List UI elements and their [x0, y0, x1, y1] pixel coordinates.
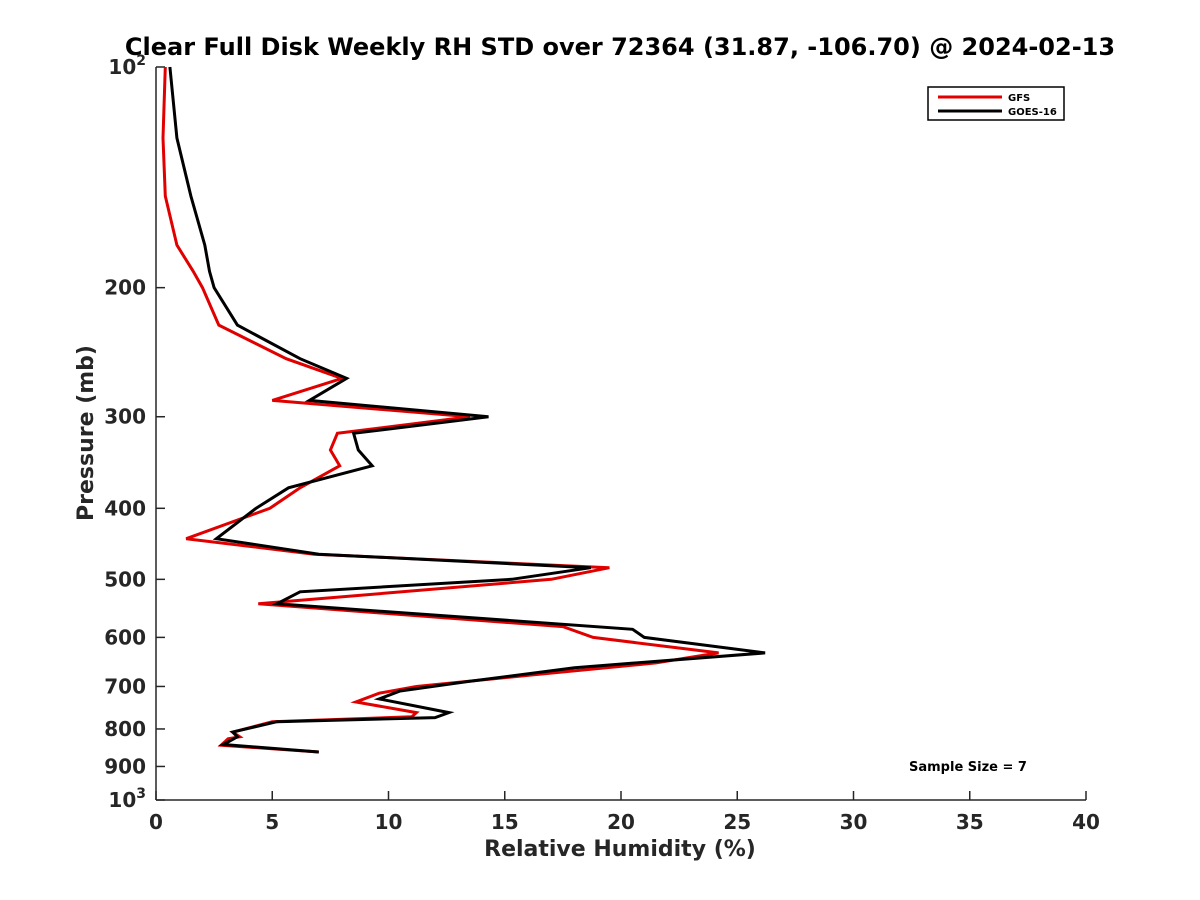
x-tick-label: 30	[840, 810, 868, 834]
x-tick-label: 0	[149, 810, 163, 834]
y-tick-label: 103	[108, 786, 146, 812]
legend-box	[927, 86, 1065, 121]
x-tick-label: 5	[265, 810, 279, 834]
series-line-goes-16	[168, 66, 766, 754]
legend-label: GFS	[1008, 93, 1030, 104]
y-tick-label: 600	[104, 625, 146, 649]
x-axis-label: Relative Humidity (%)	[484, 837, 756, 862]
x-tick-label: 25	[723, 810, 751, 834]
series-line-gfs	[161, 66, 719, 754]
series-layer	[161, 66, 766, 754]
y-tick-label: 800	[104, 717, 146, 741]
y-tick-label: 400	[104, 496, 146, 520]
y-tick-label: 500	[104, 567, 146, 591]
y-axis-label: Pressure (mb)	[74, 345, 99, 521]
x-tick-label: 40	[1072, 810, 1100, 834]
chart-legend: GFS GOES-16	[927, 86, 1065, 121]
chart-title: Clear Full Disk Weekly RH STD over 72364…	[125, 33, 1115, 61]
sample-size-annotation: Sample Size = 7	[909, 760, 1027, 775]
y-tick-label: 200	[104, 276, 146, 300]
y-tick-label: 900	[104, 754, 146, 778]
x-tick-label: 35	[956, 810, 984, 834]
y-tick-label: 300	[104, 405, 146, 429]
legend-label: GOES-16	[1008, 107, 1057, 118]
x-tick-label: 15	[491, 810, 519, 834]
x-tick-label: 10	[375, 810, 403, 834]
y-tick-label: 102	[108, 53, 146, 79]
x-tick-label: 20	[607, 810, 635, 834]
y-tick-label: 700	[104, 674, 146, 698]
plot-axes: 0 5 10 15 20 25 30 35 40 102 200 300 400 500 600 700 800…	[104, 53, 1100, 834]
